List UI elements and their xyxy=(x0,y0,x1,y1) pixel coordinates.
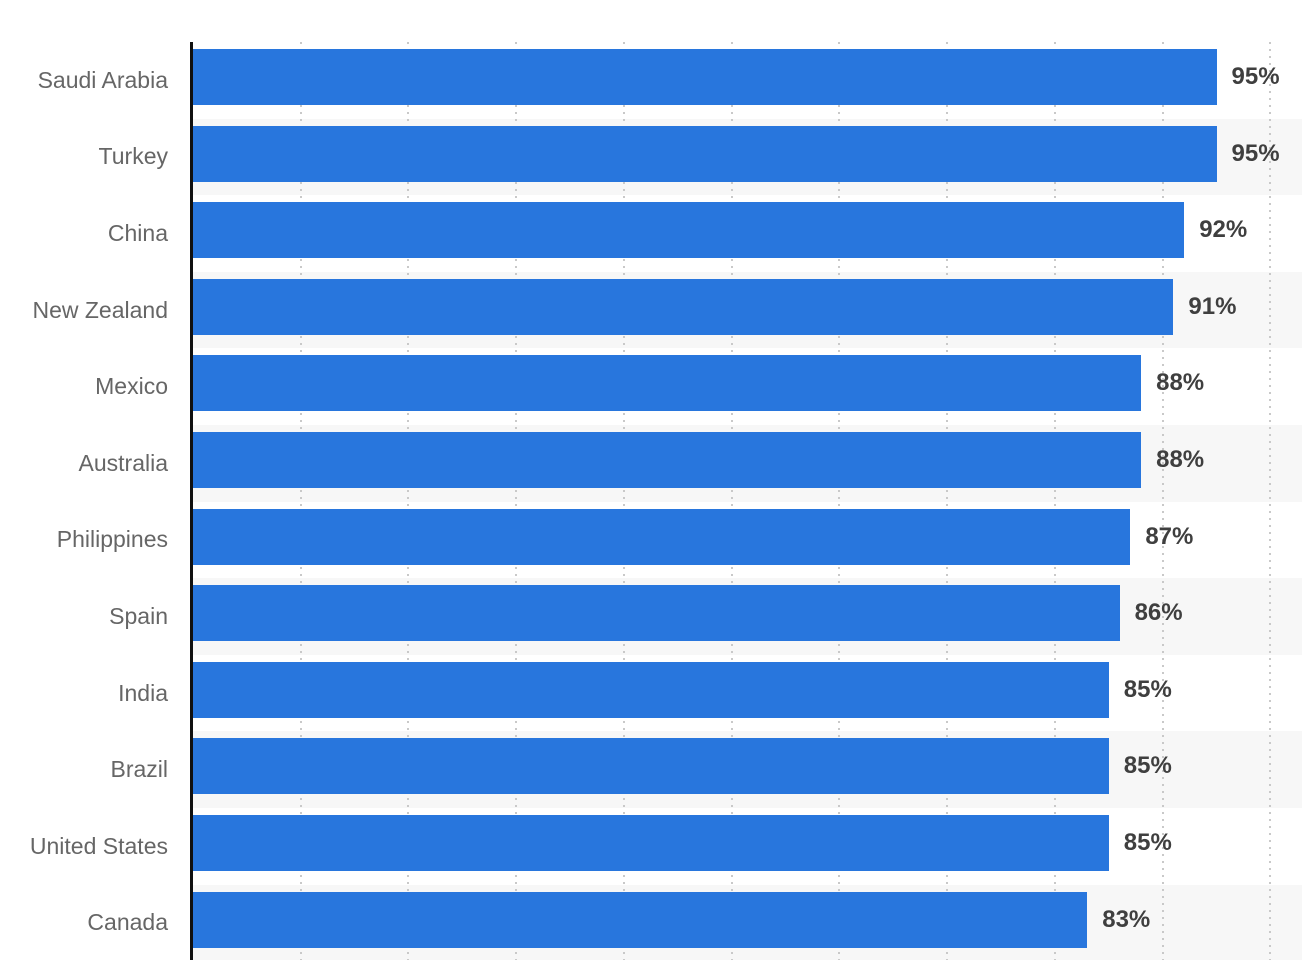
bar-new-zealand xyxy=(193,278,1174,335)
category-label: China xyxy=(107,219,168,246)
chart-row: New Zealand 91% xyxy=(0,271,1302,349)
bar-value-label: 95% xyxy=(1231,63,1280,90)
category-label: Saudi Arabia xyxy=(37,66,168,93)
gridline-100pct xyxy=(1269,42,1272,960)
category-label: New Zealand xyxy=(32,296,168,323)
chart-row: Mexico 88% xyxy=(0,348,1302,425)
gridline-50pct xyxy=(730,42,733,960)
gridline-90pct xyxy=(1161,42,1164,960)
chart-row: China 92% xyxy=(0,195,1302,272)
chart-row: United States 85% xyxy=(0,808,1302,885)
bar-india xyxy=(193,661,1109,718)
chart-row: Australia 88% xyxy=(0,425,1302,502)
bar-china xyxy=(193,202,1185,259)
bar-philippines xyxy=(193,508,1131,565)
gridline-70pct xyxy=(946,42,949,960)
bar-saudi-arabia xyxy=(193,49,1217,105)
bar-turkey xyxy=(193,125,1217,182)
gridline-10pct xyxy=(299,42,302,960)
category-label: Philippines xyxy=(56,526,168,553)
bar-value-label: 88% xyxy=(1156,446,1205,473)
gridline-20pct xyxy=(407,42,410,960)
bar-united-states xyxy=(193,815,1109,871)
gridline-60pct xyxy=(838,42,841,960)
bar-value-label: 85% xyxy=(1123,829,1172,856)
bar-canada xyxy=(193,891,1088,948)
chart-row: Turkey 95% xyxy=(0,118,1302,196)
category-label: Spain xyxy=(109,602,168,629)
chart-row: Brazil 85% xyxy=(0,731,1302,808)
category-label: Brazil xyxy=(110,756,168,783)
bar-value-label: 88% xyxy=(1156,369,1205,397)
bar-value-label: 83% xyxy=(1102,905,1151,933)
gridline-40pct xyxy=(622,42,625,960)
bar-value-label: 85% xyxy=(1123,675,1172,703)
gridline-30pct xyxy=(515,42,518,960)
bar-value-label: 86% xyxy=(1134,599,1183,627)
category-label: United States xyxy=(29,832,168,859)
bar-australia xyxy=(193,432,1142,488)
chart-row: Saudi Arabia 95% xyxy=(0,42,1302,119)
category-label: Australia xyxy=(78,449,168,476)
chart-row: Philippines 87% xyxy=(0,502,1302,579)
chart-row: India 85% xyxy=(0,655,1302,732)
gridline-80pct xyxy=(1053,42,1056,960)
bar-spain xyxy=(193,585,1120,642)
bar-mexico xyxy=(193,355,1142,412)
category-label: Mexico xyxy=(95,373,168,400)
category-label: Turkey xyxy=(98,143,168,170)
bar-value-label: 87% xyxy=(1145,522,1194,550)
category-label: India xyxy=(118,679,168,706)
chart-row: Canada 83% xyxy=(0,884,1302,960)
bar-value-label: 91% xyxy=(1188,292,1237,320)
bar-value-label: 92% xyxy=(1199,216,1248,244)
category-label: Canada xyxy=(87,909,168,936)
bar-brazil xyxy=(193,738,1109,795)
chart-row: Spain 86% xyxy=(0,578,1302,655)
bar-value-label: 95% xyxy=(1231,139,1280,167)
y-axis-line xyxy=(190,42,193,960)
bar-value-label: 85% xyxy=(1123,752,1172,780)
